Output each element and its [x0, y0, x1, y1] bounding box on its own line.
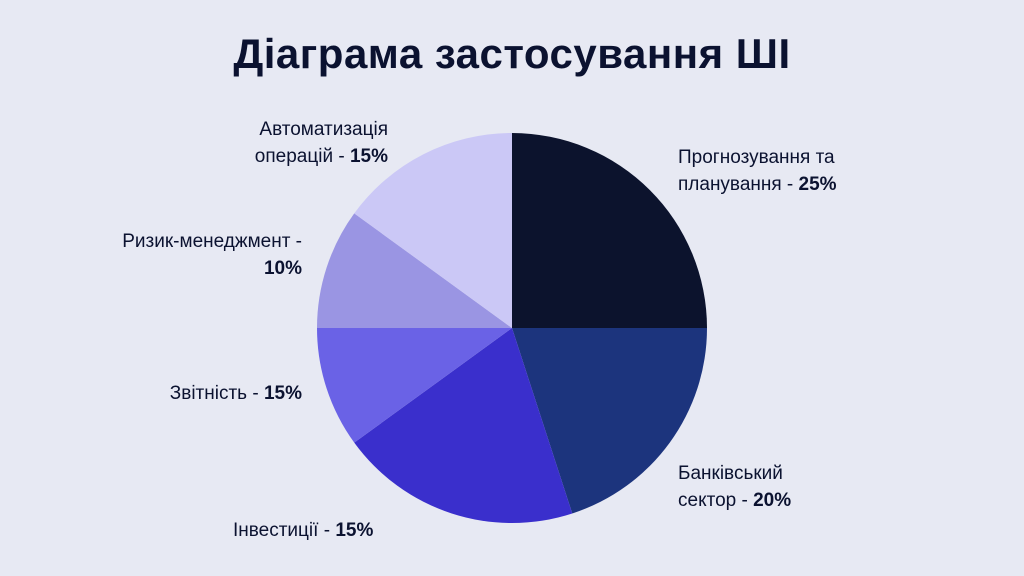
label-risk: Ризик-менеджмент - 10%: [122, 228, 302, 282]
label-forecasting-line2: планування -: [678, 174, 799, 195]
label-banking: Банківський сектор - 20%: [678, 460, 791, 514]
pie-slice-banking: [512, 328, 707, 514]
label-banking-line2: сектор -: [678, 490, 754, 511]
chart-title: Діаграма застосування ШІ: [233, 30, 791, 77]
pie-slice-reporting: [317, 328, 512, 443]
label-automation-pct: 15%: [349, 146, 388, 167]
label-banking-line1: Банківський: [678, 463, 783, 484]
label-reporting-line2: Звітність -: [169, 383, 264, 404]
label-automation-line2: операцій -: [254, 146, 350, 167]
pie-slice-automation: [354, 133, 512, 328]
label-forecasting-pct: 25%: [798, 174, 837, 195]
label-reporting: Звітність - 15%: [170, 380, 302, 407]
pie-slice-risk: [317, 213, 512, 328]
label-banking-pct: 20%: [753, 490, 792, 511]
label-risk-pct: 10%: [263, 258, 302, 279]
label-reporting-pct: 15%: [263, 383, 302, 404]
label-forecasting-line1: Прогнозування та: [678, 147, 835, 168]
label-investments-line2: Інвестиції -: [233, 520, 336, 541]
label-automation-line1: Автоматизація: [259, 119, 388, 140]
label-automation: Автоматизація операцій - 15%: [255, 116, 388, 170]
label-risk-line1: Ризик-менеджмент -: [122, 231, 302, 252]
pie-slice-investments: [354, 328, 573, 523]
pie-slice-forecasting: [512, 133, 707, 328]
label-investments-pct: 15%: [335, 520, 374, 541]
label-investments: Інвестиції - 15%: [233, 517, 373, 544]
label-forecasting: Прогнозування та планування - 25%: [678, 144, 837, 198]
